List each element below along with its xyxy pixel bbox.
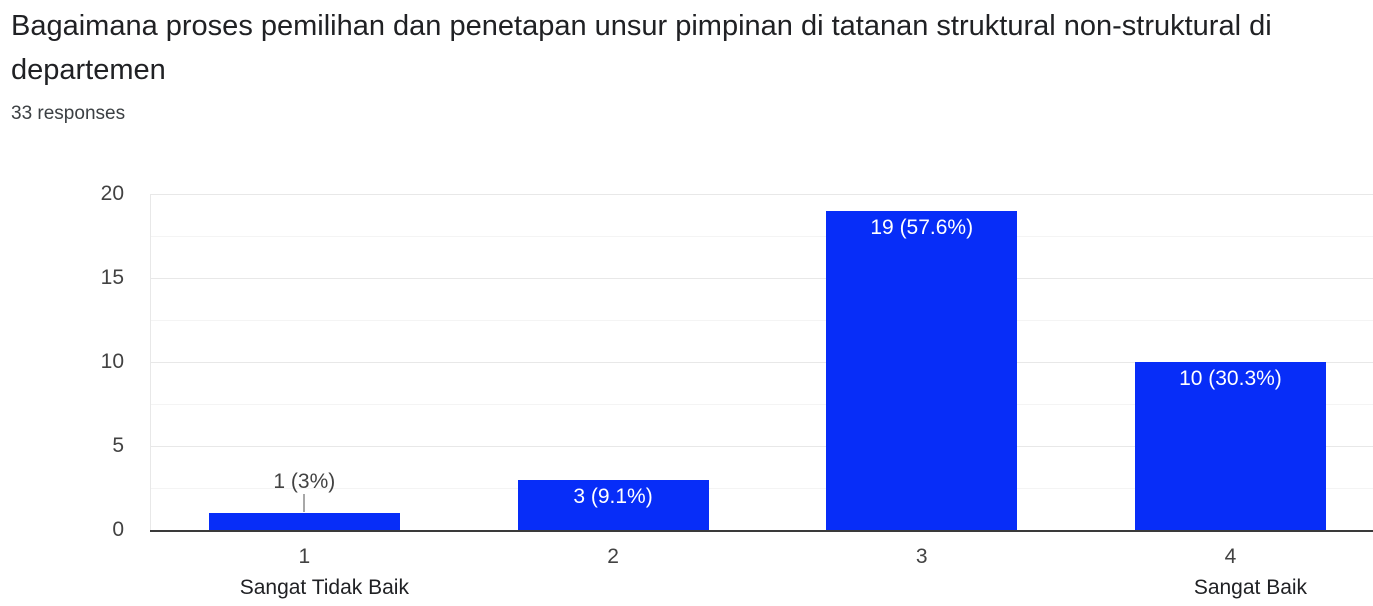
bar[interactable]: 19 (57.6%)	[826, 210, 1018, 530]
value-label-connector	[303, 494, 306, 513]
x-axis-tick-label: 3	[915, 545, 928, 568]
gridline-major	[150, 361, 1373, 363]
x-axis-sublabel: Sangat Baik	[1193, 576, 1308, 599]
bar-value-label: 19 (57.6%)	[870, 215, 974, 239]
bar-value-label: 3 (9.1%)	[573, 484, 653, 508]
x-axis-baseline	[150, 530, 1373, 532]
bar[interactable]: 10 (30.3%)	[1134, 362, 1326, 530]
gridline-minor	[150, 319, 1373, 321]
response-count: 33 responses	[11, 103, 126, 124]
y-axis-label: 15	[100, 266, 124, 289]
x-axis-tick-label: 1	[298, 545, 311, 568]
bar-value-label: 10 (30.3%)	[1179, 367, 1282, 390]
bar-value-label: 1 (3%)	[273, 470, 336, 494]
gridline-major	[150, 193, 1373, 195]
plot-left-border	[150, 194, 151, 530]
question-title: Bagaimana proses pemilihan dan penetapan…	[11, 10, 1272, 86]
gridline-major	[150, 277, 1373, 279]
y-axis-label: 20	[100, 182, 124, 205]
y-axis-label: 0	[112, 518, 124, 541]
bar[interactable]	[208, 513, 400, 530]
y-axis-label: 5	[112, 434, 124, 457]
x-axis-tick-label: 2	[607, 545, 619, 568]
gridline-minor	[150, 403, 1373, 405]
x-axis-tick-label: 4	[1224, 545, 1237, 568]
gridline-major	[150, 445, 1373, 447]
gridline-minor	[150, 235, 1373, 237]
bar[interactable]: 3 (9.1%)	[517, 479, 709, 530]
y-axis-label: 10	[100, 350, 124, 373]
gridline-minor	[150, 487, 1373, 489]
x-axis-sublabel: Sangat Tidak Baik	[239, 576, 409, 599]
